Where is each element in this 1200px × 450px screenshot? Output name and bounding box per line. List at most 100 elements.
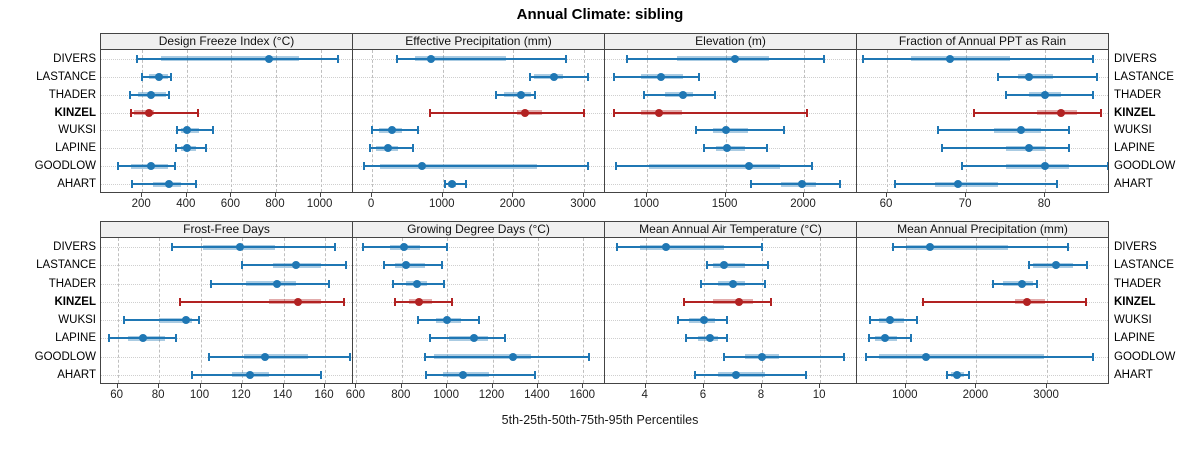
whisker-cap	[443, 180, 446, 189]
whisker-cap	[108, 334, 111, 343]
whisker-cap	[1067, 126, 1070, 135]
site-label-thader: THADER	[48, 277, 96, 290]
whisker-cap	[369, 144, 371, 153]
panel-header-fraction-of-annual-ppt-as-rain: Fraction of Annual PPT as Rain	[856, 33, 1109, 50]
percentile-whisker	[192, 373, 321, 376]
axis-tick	[491, 384, 493, 388]
whisker-cap	[129, 90, 131, 99]
whisker-cap	[494, 90, 497, 99]
median-dot	[731, 54, 739, 63]
gridline-horizontal	[857, 76, 1108, 78]
whisker-cap	[504, 334, 506, 343]
axis-tick-label: 1000	[433, 389, 459, 401]
whisker-cap	[761, 243, 763, 252]
median-dot	[1023, 297, 1032, 306]
whisker-cap	[643, 90, 646, 99]
whisker-cap	[141, 72, 144, 81]
whisker-cap	[319, 370, 322, 379]
gridline-horizontal	[605, 320, 856, 322]
whisker-cap	[702, 144, 705, 153]
whisker-cap	[763, 279, 766, 288]
whisker-cap	[694, 370, 697, 379]
whisker-cap	[170, 72, 173, 81]
whisker-cap	[135, 54, 138, 63]
percentile-whisker	[616, 246, 762, 249]
gridline-vertical	[820, 238, 822, 383]
gridline-horizontal	[857, 94, 1108, 96]
whisker-cap	[533, 370, 536, 379]
panel-header-mean-annual-air-temperature-c: Mean Annual Air Temperature (°C)	[604, 221, 857, 238]
median-dot	[925, 243, 934, 252]
percentile-whisker	[869, 337, 911, 340]
median-dot	[459, 370, 467, 379]
whisker-cap	[1027, 261, 1030, 270]
gridline-vertical	[231, 50, 233, 192]
whisker-cap	[371, 126, 374, 135]
axis-tick-label: 1200	[478, 389, 505, 401]
chart-title: Annual Climate: sibling	[516, 6, 684, 23]
gridline-vertical	[645, 238, 647, 383]
gridline-horizontal	[353, 247, 604, 249]
whisker-cap	[424, 370, 427, 379]
gridline-horizontal	[101, 320, 352, 322]
whisker-cap	[676, 316, 679, 325]
gridline-horizontal	[101, 265, 352, 267]
median-dot	[1025, 72, 1034, 81]
median-dot	[509, 352, 517, 361]
whisker-cap	[465, 180, 468, 189]
whisker-cap	[909, 334, 912, 343]
median-dot	[705, 334, 714, 343]
whisker-cap	[1091, 90, 1094, 99]
percentile-whisker	[695, 373, 806, 376]
axis-tick	[141, 193, 143, 197]
panel-header-frost-free-days: Frost-Free Days	[100, 221, 353, 238]
percentile-whisker	[383, 264, 442, 267]
gridline-horizontal	[353, 76, 604, 78]
median-dot	[1025, 144, 1034, 153]
median-dot	[1057, 108, 1065, 117]
site-label-divers: DIVERS	[53, 241, 96, 254]
axis-tick-label: 160	[314, 389, 334, 401]
whisker-cap	[698, 72, 700, 81]
panel-plot-frost-free-days	[100, 238, 353, 384]
axis-tick-label: 1000	[429, 198, 455, 210]
percentile-whisker	[703, 147, 768, 150]
axis-tick	[644, 384, 646, 388]
whisker-cap	[804, 370, 807, 379]
site-label-kinzel: KINZEL	[54, 295, 96, 308]
axis-tick	[324, 384, 325, 388]
whisker-cap	[694, 126, 697, 135]
axis-tick-label: 120	[231, 389, 251, 401]
gridline-vertical	[725, 50, 727, 192]
axis-tick	[582, 384, 584, 388]
gridline-horizontal	[605, 184, 856, 186]
gridline-vertical	[887, 50, 888, 192]
percentile-whisker	[706, 264, 768, 267]
percentile-whisker	[396, 57, 567, 60]
whisker-cap	[394, 297, 396, 306]
site-label-goodlow: GOODLOW	[1114, 160, 1176, 173]
axis-tick	[1044, 193, 1046, 197]
gridline-horizontal	[353, 265, 604, 267]
whisker-cap	[334, 243, 337, 252]
whisker-cap	[823, 54, 826, 63]
gridline-vertical	[905, 238, 907, 383]
axis-tick-label: 600	[345, 389, 365, 401]
gridline-vertical	[442, 50, 444, 192]
whisker-cap	[868, 334, 870, 343]
axis-tick	[371, 193, 373, 197]
median-dot	[182, 144, 191, 153]
panel-plot-effective-precipitation-mm	[352, 50, 605, 193]
site-label-kinzel: KINZEL	[1114, 295, 1156, 308]
whisker-cap	[685, 334, 688, 343]
gridline-vertical	[537, 238, 539, 383]
median-dot	[1018, 279, 1027, 288]
axis-tick-label: 0	[367, 198, 375, 210]
whisker-cap	[477, 316, 480, 325]
percentile-whisker	[992, 282, 1038, 285]
percentile-whisker	[974, 111, 1101, 114]
gridline-horizontal	[101, 76, 352, 78]
percentile-whisker	[695, 129, 784, 132]
percentile-whisker	[529, 75, 588, 78]
gridline-vertical	[401, 238, 403, 383]
